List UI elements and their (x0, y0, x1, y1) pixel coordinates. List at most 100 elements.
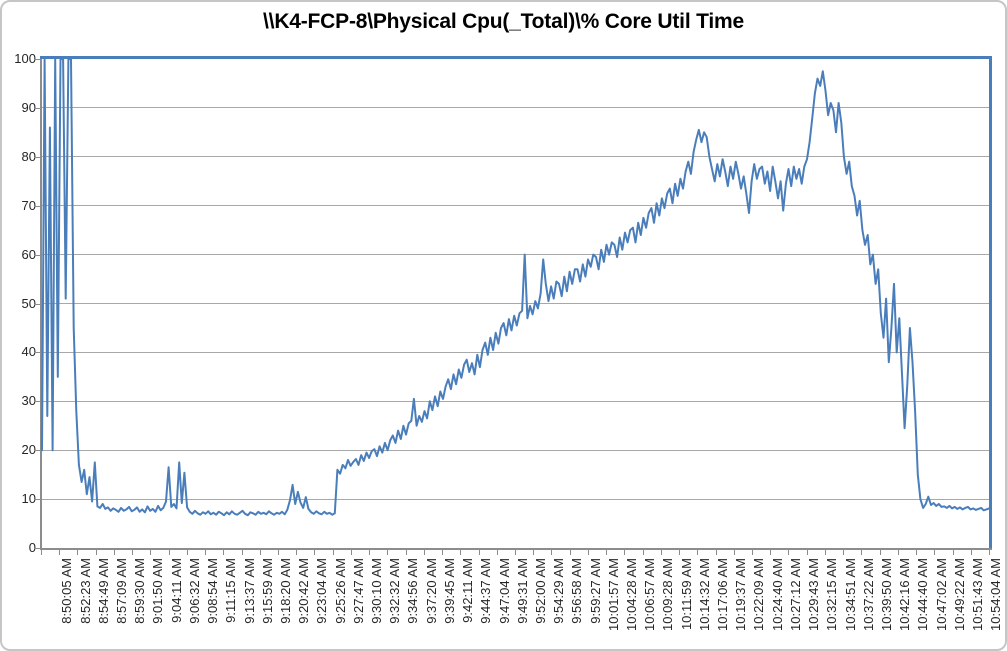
x-tick (660, 550, 662, 555)
x-label-slot: 8:52:23 AM (60, 558, 92, 649)
y-tick-70 (34, 205, 41, 207)
x-tick (168, 550, 170, 555)
x-tick (423, 550, 425, 555)
x-tick (715, 550, 717, 555)
x-tick (223, 550, 225, 555)
x-tick (95, 550, 97, 555)
x-label-slot: 9:13:37 AM (224, 558, 256, 649)
y-tick-label: 100 (14, 51, 36, 66)
x-label-slot: 9:52:00 AM (516, 558, 548, 649)
x-label-slot: 9:30:10 AM (352, 558, 384, 649)
series-line (41, 58, 990, 517)
x-tick (186, 550, 188, 555)
plot-border-top (40, 56, 992, 59)
x-label-slot: 10:01:57 AM (589, 558, 621, 649)
x-label-slot: 9:59:27 AM (570, 558, 602, 649)
y-tick-10 (34, 499, 41, 501)
x-label-slot: 10:19:37 AM (716, 558, 748, 649)
x-tick (916, 550, 918, 555)
x-label-slot: 9:44:37 AM (461, 558, 493, 649)
x-tick (587, 550, 589, 555)
x-label-slot: 9:15:59 AM (242, 558, 275, 649)
x-label-slot: 10:51:43 AM (953, 558, 985, 649)
y-tick-label: 40 (21, 344, 36, 360)
x-label-slot: 10:34:51 AM (825, 558, 858, 649)
x-tick (442, 550, 444, 555)
chart-title: \\K4-FCP-8\Physical Cpu(_Total)\% Core U… (263, 10, 744, 33)
y-tick-30 (34, 401, 41, 403)
x-tick (460, 550, 462, 555)
x-label-slot: 9:49:31 AM (497, 558, 530, 649)
x-tick (970, 550, 972, 555)
x-label-slot: 10:29:43 AM (789, 558, 821, 649)
x-label-slot: 9:32:32 AM (370, 558, 402, 649)
series-canvas (41, 58, 990, 517)
x-label-slot: 10:44:40 AM (898, 558, 930, 649)
x-tick (934, 550, 936, 555)
x-tick (132, 550, 134, 555)
x-tick (296, 550, 298, 555)
y-tick-label: 30 (21, 393, 36, 409)
x-tick (879, 550, 881, 555)
x-label-slot: 10:24:40 AM (753, 558, 785, 649)
x-label-slot: 10:11:59 AM (661, 558, 694, 649)
y-tick-20 (34, 450, 41, 452)
x-label-slot: 9:37:20 AM (406, 558, 438, 649)
x-axis-line (40, 548, 992, 550)
x-label-slot: 10:47:02 AM (917, 558, 949, 649)
x-label-slot: 10:22:09 AM (734, 558, 766, 649)
gridline-60 (42, 254, 989, 256)
plot-area (41, 58, 990, 548)
x-label-slot: 9:47:04 AM (479, 558, 511, 649)
x-tick (861, 550, 863, 555)
x-label-slot: 10:49:22 AM (935, 558, 967, 649)
x-tick (205, 550, 207, 555)
x-label-slot: 10:42:16 AM (880, 558, 912, 649)
x-tick (259, 550, 261, 555)
gridline-70 (42, 205, 989, 207)
y-tick-label: 0 (28, 540, 36, 555)
x-tick (332, 550, 334, 555)
x-tick-label: 10:54:04 AM (988, 558, 1004, 631)
x-tick (697, 550, 699, 555)
y-axis-line (40, 59, 42, 550)
x-tick (824, 550, 826, 555)
x-tick (551, 550, 553, 555)
y-tick-label: 80 (21, 148, 36, 164)
x-label-slot: 9:25:26 AM (315, 558, 347, 649)
y-tick-label: 70 (21, 197, 36, 213)
y-tick-0 (34, 548, 41, 549)
plot-border-right (989, 56, 992, 550)
y-tick-label: 20 (21, 442, 36, 458)
x-label-slot: 9:08:54 AM (188, 558, 220, 649)
x-label-slot: 10:06:57 AM (625, 558, 657, 649)
x-label-slot: 9:18:20 AM (261, 558, 293, 649)
gridline-30 (42, 400, 989, 402)
x-label-slot: 10:04:28 AM (607, 558, 639, 649)
y-tick-40 (34, 352, 41, 354)
x-label-slot: 9:39:45 AM (425, 558, 457, 649)
x-label-slot: 10:09:28 AM (643, 558, 675, 649)
x-label-slot: 8:57:09 AM (97, 558, 129, 649)
x-tick (150, 550, 152, 555)
y-tick-60 (34, 254, 41, 256)
x-tick (350, 550, 352, 555)
x-tick (569, 550, 571, 555)
x-tick (642, 550, 644, 555)
x-tick (113, 550, 115, 555)
y-tick-80 (34, 156, 41, 158)
x-tick (624, 550, 626, 555)
x-tick (41, 550, 42, 555)
y-tick-50 (34, 303, 41, 305)
x-tick (369, 550, 371, 555)
x-label-slot: 9:34:56 AM (388, 558, 420, 649)
y-tick-label: 10 (21, 491, 36, 507)
x-axis-labels: 8:50:05 AM 8:52:23 AM 8:54:49 AM 8:57:09 AM… (42, 558, 1003, 649)
x-label-slot: 10:32:15 AM (807, 558, 839, 649)
gridline-40 (42, 351, 989, 353)
x-tick (387, 550, 389, 555)
x-tick (478, 550, 480, 555)
x-tick (405, 550, 407, 555)
x-tick (843, 550, 845, 555)
